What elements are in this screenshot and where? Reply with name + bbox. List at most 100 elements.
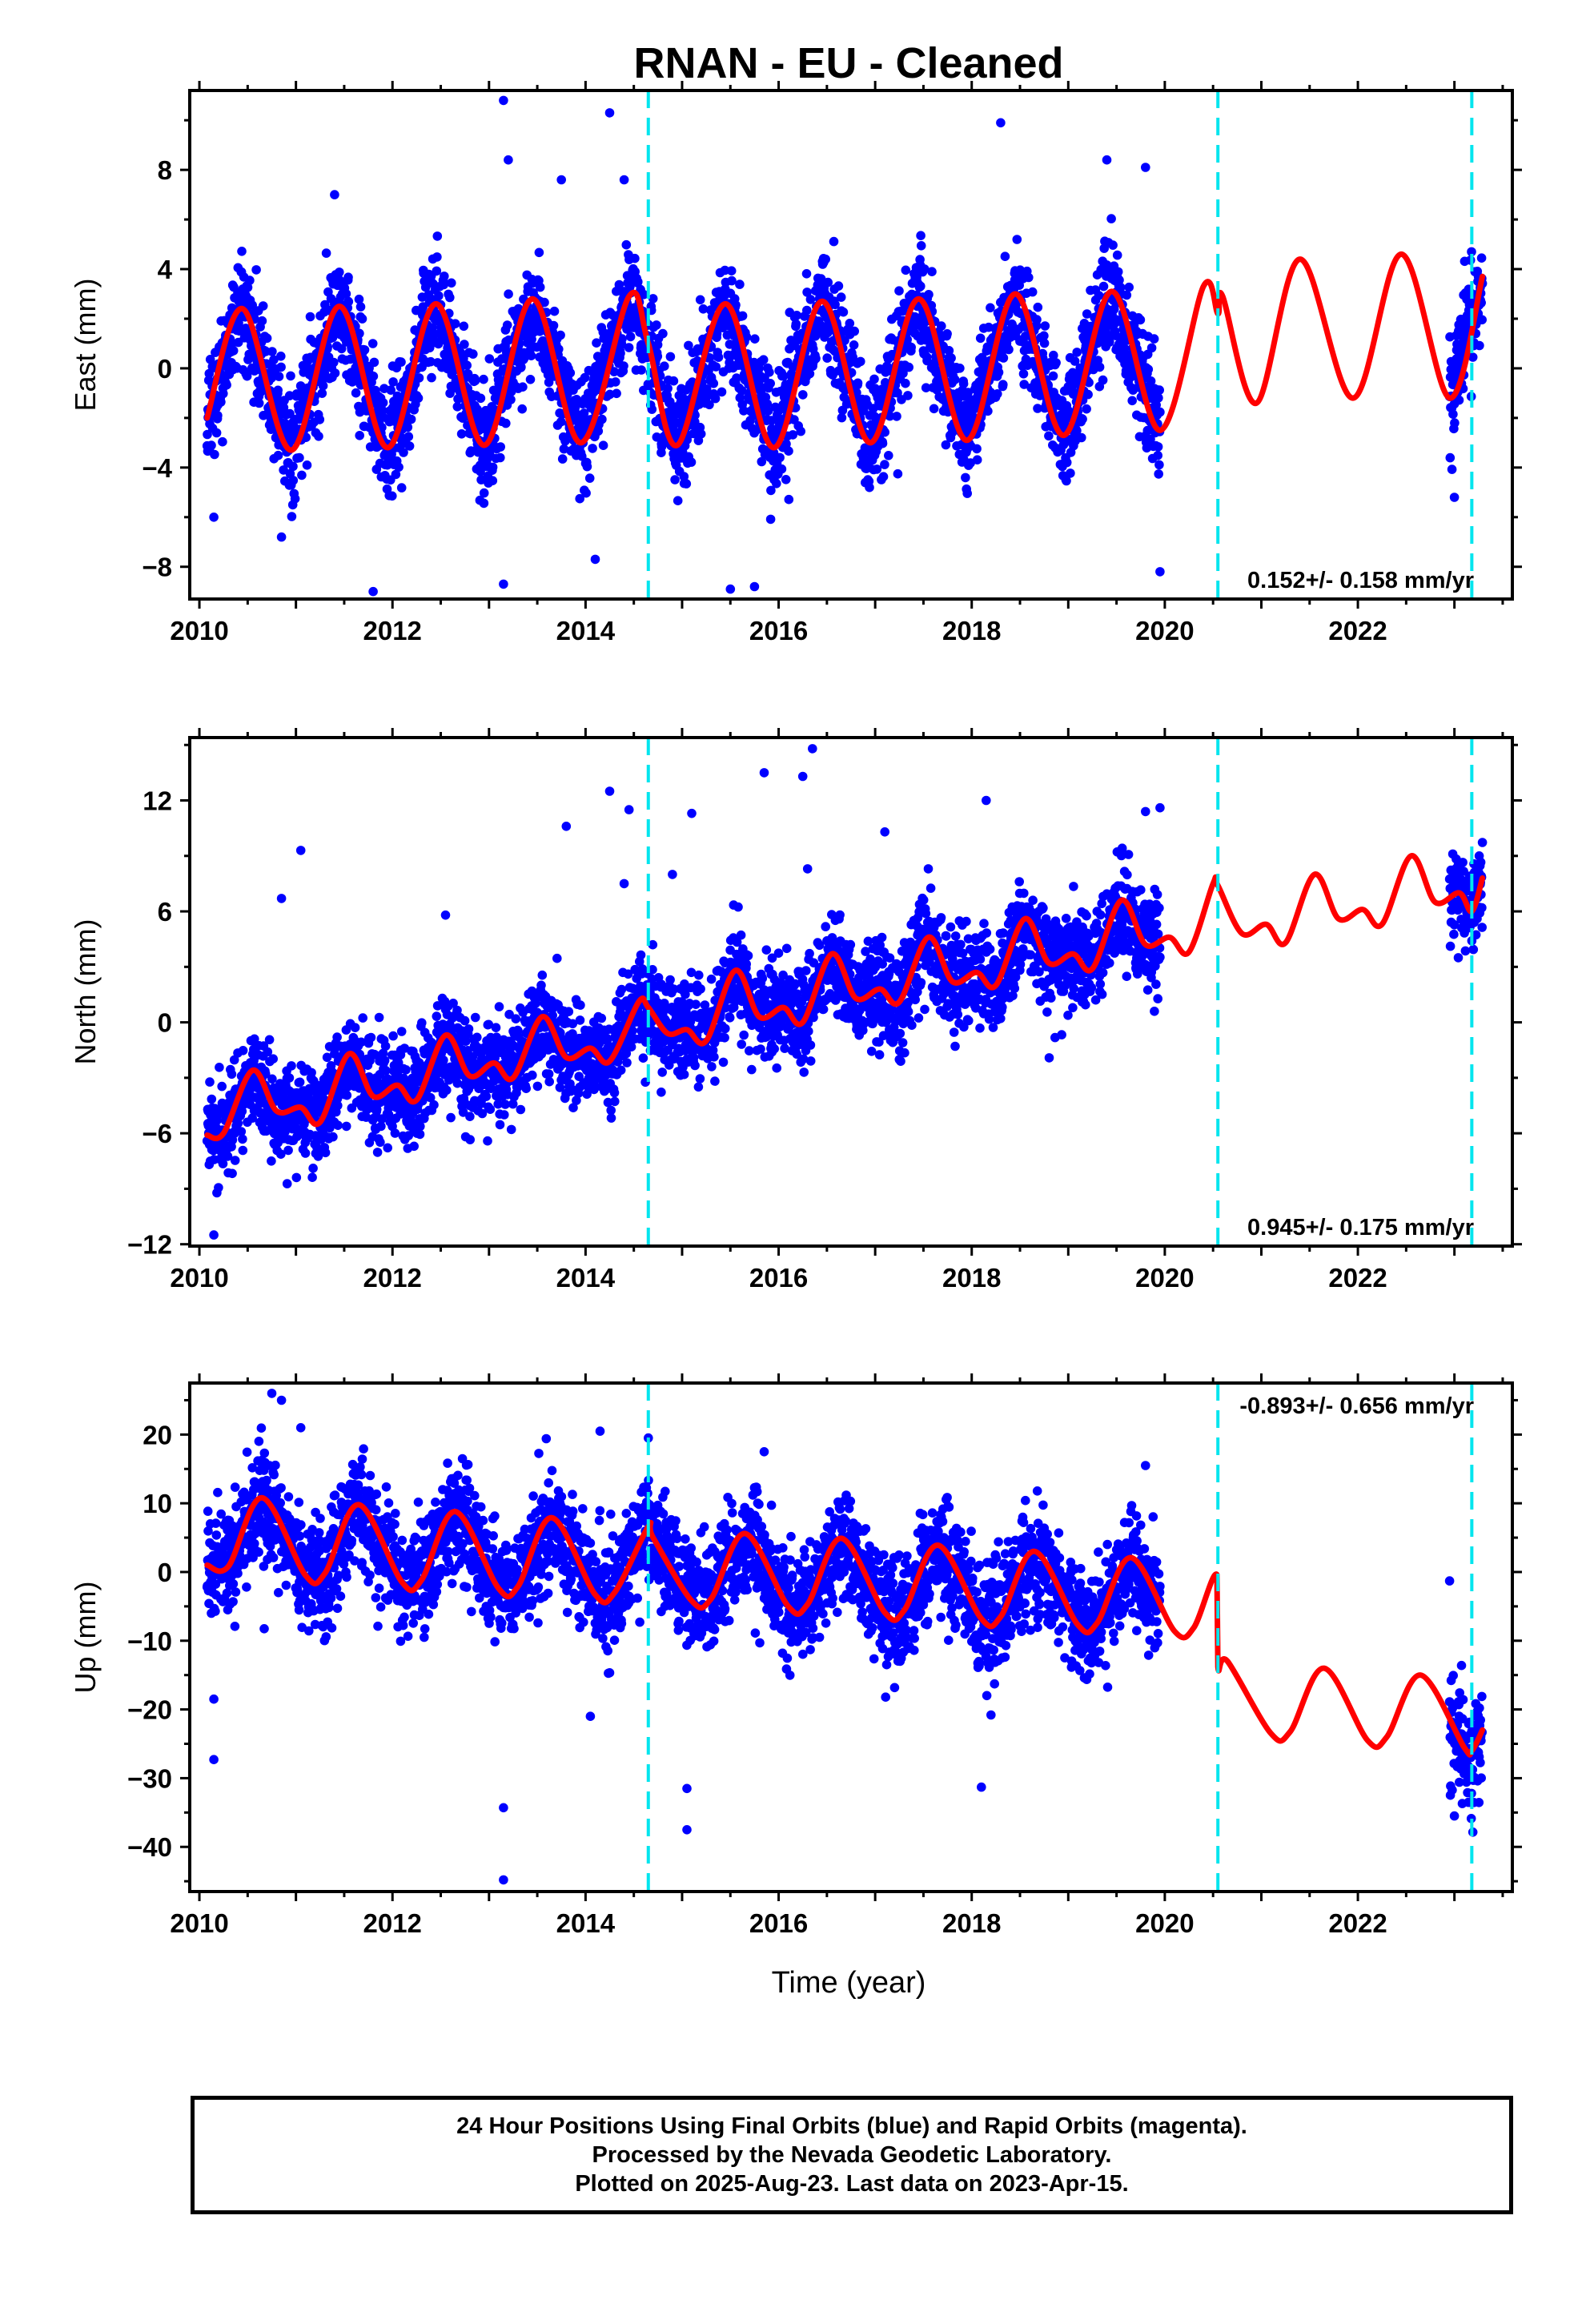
observation-point [972, 444, 982, 454]
x-axis-east: 2010 2012 2014 2016 2018 2020 2022 [170, 81, 1504, 645]
observation-point [396, 357, 406, 367]
observation-point [227, 1069, 237, 1080]
observation-point [1153, 442, 1163, 452]
observation-point [639, 290, 648, 300]
observation-point [335, 267, 344, 277]
observation-point [445, 292, 455, 303]
observation-point [713, 352, 724, 362]
observation-point [508, 1099, 518, 1109]
observation-point [617, 334, 627, 344]
observation-point [237, 247, 247, 256]
observation-point [461, 1036, 471, 1046]
observation-point [1154, 393, 1163, 403]
observation-point [205, 355, 215, 364]
observation-point [432, 252, 442, 262]
observation-point [975, 333, 986, 344]
observation-point [1040, 321, 1050, 331]
observation-point [366, 1032, 376, 1043]
observation-point [589, 1084, 599, 1095]
observation-point [415, 1129, 425, 1140]
observation-point [937, 321, 946, 331]
observation-point [372, 1148, 383, 1157]
observation-point [750, 334, 760, 344]
observation-point [1051, 358, 1061, 368]
observation-point [552, 953, 562, 963]
observation-point [517, 404, 527, 414]
observation-point [732, 373, 741, 383]
observation-point [300, 1148, 311, 1158]
observation-point [222, 380, 231, 390]
observation-point [548, 1011, 557, 1020]
outlier-point [499, 95, 508, 106]
observation-point [228, 346, 239, 356]
observation-point [660, 361, 669, 372]
observation-point [772, 479, 781, 489]
panel-north: 2010 2012 2014 2016 2018 2020 2022−12−60612Nor… [69, 728, 1522, 1293]
observation-point [761, 445, 771, 455]
observation-point [731, 300, 741, 310]
observation-point [230, 1156, 240, 1165]
outlier-point [499, 579, 508, 589]
panel-east: 2010 2012 2014 2016 2018 2020 2022−8−4048East … [69, 81, 1522, 645]
observation-point [476, 467, 485, 476]
observation-point [673, 496, 683, 505]
observation-point [829, 236, 839, 247]
observation-point [548, 320, 559, 331]
observation-point [942, 329, 952, 339]
observation-point [1027, 287, 1038, 297]
observation-point [534, 247, 544, 258]
observation-point [536, 980, 546, 991]
observation-point [1072, 348, 1082, 357]
observation-point [805, 295, 816, 304]
observation-point [711, 362, 721, 372]
observation-point [258, 301, 268, 311]
observation-point [409, 1141, 419, 1152]
observation-point [376, 1121, 386, 1132]
observation-point [242, 371, 252, 381]
observation-point [669, 376, 679, 386]
observation-point [420, 282, 431, 292]
observation-point [1094, 291, 1104, 300]
observation-point [502, 320, 512, 330]
observation-point [1044, 431, 1054, 441]
observation-point [880, 427, 889, 437]
observation-point [580, 372, 590, 383]
observation-point [223, 1152, 233, 1161]
y-tick-label: −8 [142, 553, 172, 582]
observation-point [630, 253, 640, 263]
observation-point [439, 279, 448, 290]
observation-point [500, 1100, 510, 1109]
observation-point [1039, 331, 1049, 341]
observation-point [575, 1015, 585, 1025]
observation-point [1477, 315, 1487, 325]
observation-point [856, 356, 865, 367]
observation-point [479, 374, 488, 384]
observation-point [901, 378, 910, 388]
observation-point [356, 1037, 367, 1047]
observation-point [273, 450, 283, 460]
observation-point [1082, 404, 1091, 414]
observation-point [564, 1007, 574, 1016]
observation-point [576, 1000, 585, 1010]
observation-point [429, 1100, 439, 1110]
observation-point [496, 452, 505, 463]
observation-point [1113, 267, 1123, 277]
observation-point [798, 390, 808, 400]
observation-point [972, 455, 982, 464]
observation-point [557, 454, 568, 464]
observation-point [805, 368, 815, 379]
observation-point [919, 264, 930, 274]
observation-point [525, 375, 536, 384]
observation-point [394, 462, 404, 472]
observation-point [946, 353, 956, 363]
observation-point [504, 289, 513, 300]
observation-point [830, 300, 840, 310]
observation-point [836, 292, 846, 302]
observation-point [452, 402, 463, 412]
observation-point [765, 379, 775, 388]
observation-point [426, 356, 436, 367]
observation-point [544, 1069, 554, 1079]
observation-point [955, 364, 965, 373]
observation-point [837, 412, 847, 423]
observation-point [484, 354, 495, 364]
